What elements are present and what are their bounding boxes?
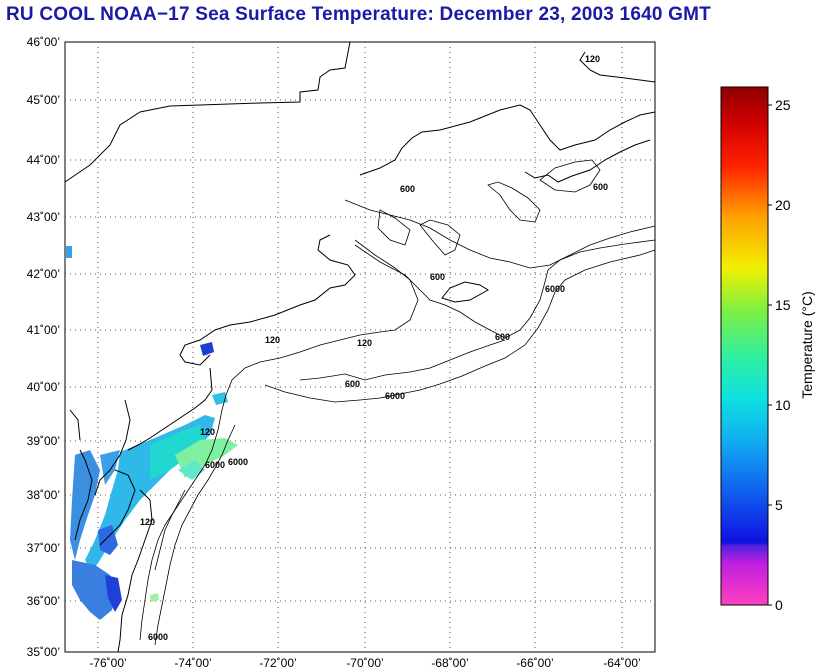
bathymetry-contours (139, 159, 656, 646)
longitude-labels: -76˚00’ -74˚00’ -72˚00’ -70˚00’ -68˚00’ … (89, 656, 640, 670)
colorbar-label: Temperature (°C) (799, 291, 815, 399)
svg-text:-72˚00’: -72˚00’ (259, 656, 296, 670)
contour-labels: 120 120 120 120 600 600 600 600 600 6000… (140, 54, 608, 642)
svg-text:-68˚00’: -68˚00’ (431, 656, 468, 670)
svg-text:-66˚00’: -66˚00’ (516, 656, 553, 670)
map-frame (64, 41, 656, 653)
svg-text:20: 20 (775, 197, 791, 213)
svg-text:46˚00’: 46˚00’ (27, 35, 60, 49)
svg-text:40˚00’: 40˚00’ (27, 380, 60, 394)
svg-text:5: 5 (775, 497, 783, 513)
svg-text:120: 120 (357, 338, 372, 348)
grid-lines (65, 42, 655, 652)
svg-text:6000: 6000 (545, 284, 565, 294)
svg-text:45˚00’: 45˚00’ (27, 93, 60, 107)
svg-text:120: 120 (265, 335, 280, 345)
svg-text:600: 600 (593, 182, 608, 192)
svg-text:120: 120 (200, 427, 215, 437)
svg-text:600: 600 (495, 332, 510, 342)
svg-text:43˚00’: 43˚00’ (27, 210, 60, 224)
svg-text:-70˚00’: -70˚00’ (346, 656, 383, 670)
coastline (64, 41, 656, 653)
svg-text:39˚00’: 39˚00’ (27, 434, 60, 448)
svg-text:600: 600 (345, 379, 360, 389)
svg-text:10: 10 (775, 397, 791, 413)
svg-text:600: 600 (430, 272, 445, 282)
svg-text:38˚00’: 38˚00’ (27, 488, 60, 502)
colorbar-gradient (720, 86, 769, 606)
svg-text:120: 120 (585, 54, 600, 64)
svg-text:0: 0 (775, 597, 783, 613)
svg-text:35˚00’: 35˚00’ (27, 645, 60, 659)
svg-text:41˚00’: 41˚00’ (27, 323, 60, 337)
latitude-labels: 46˚00’ 45˚00’ 44˚00’ 43˚00’ 42˚00’ 41˚00… (27, 35, 60, 659)
svg-text:6000: 6000 (205, 460, 225, 470)
svg-text:6000: 6000 (228, 457, 248, 467)
svg-text:-74˚00’: -74˚00’ (174, 656, 211, 670)
svg-text:44˚00’: 44˚00’ (27, 153, 60, 167)
map-title: RU COOL NOAA−17 Sea Surface Temperature:… (6, 4, 711, 25)
colorbar (720, 86, 769, 606)
svg-text:120: 120 (140, 517, 155, 527)
svg-text:36˚00’: 36˚00’ (27, 594, 60, 608)
svg-text:-76˚00’: -76˚00’ (89, 656, 126, 670)
svg-text:6000: 6000 (385, 391, 405, 401)
svg-text:15: 15 (775, 297, 791, 313)
colorbar-ticks: 0 5 10 15 20 25 (768, 97, 791, 613)
sst-data (66, 246, 238, 620)
svg-text:25: 25 (775, 97, 791, 113)
svg-text:6000: 6000 (148, 632, 168, 642)
svg-text:600: 600 (400, 184, 415, 194)
svg-text:37˚00’: 37˚00’ (27, 541, 60, 555)
svg-text:-64˚00’: -64˚00’ (603, 656, 640, 670)
svg-text:42˚00’: 42˚00’ (27, 267, 60, 281)
